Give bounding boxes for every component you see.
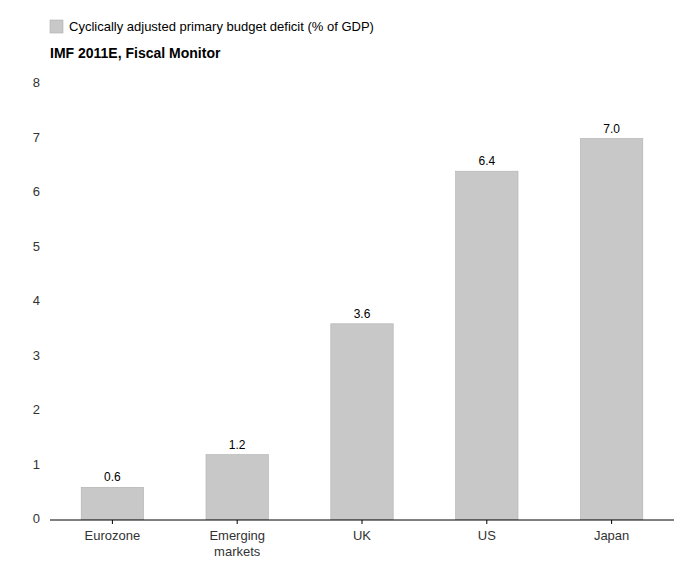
x-tick-label-line: UK [353,528,371,543]
y-tick-label: 3 [33,348,40,363]
y-tick-label: 8 [33,75,40,90]
y-tick-label: 0 [33,511,40,526]
bar [456,171,518,520]
data-label: 0.6 [104,470,121,484]
y-tick-label: 1 [33,457,40,472]
legend-label: Cyclically adjusted primary budget defic… [69,19,374,34]
y-tick-label: 7 [33,130,40,145]
y-tick-label: 2 [33,402,40,417]
x-tick [362,520,363,524]
x-tick-label: UK [353,528,371,543]
chart: 0 1 2 3 4 5 6 7 8 0.6 1.2 3.6 6.4 7.0 Eurozone Emerging… [0,0,694,584]
data-label: 3.6 [354,307,371,321]
x-tick [237,520,238,524]
y-tick-label: 6 [33,184,40,199]
x-tick-label: Japan [594,528,629,543]
legend-swatch [50,20,63,33]
bar [331,324,393,520]
bar [81,487,143,520]
bar [580,139,642,521]
legend: Cyclically adjusted primary budget defic… [50,19,374,34]
x-tick-label-line: Japan [594,528,629,543]
x-tick [611,520,612,524]
bar [206,455,268,520]
subtitle: IMF 2011E, Fiscal Monitor [50,45,221,61]
x-tick [486,520,487,524]
x-tick [112,520,113,524]
data-label: 1.2 [229,438,246,452]
y-tick-label: 5 [33,239,40,254]
x-tick-label-line: US [478,528,496,543]
bars [81,139,643,521]
x-tick-label-line: markets [214,544,261,559]
x-tick-label-line: Eurozone [85,528,141,543]
x-tick-label: US [478,528,496,543]
data-label: 7.0 [603,122,620,136]
data-label: 6.4 [478,154,495,168]
chart-container: 0 1 2 3 4 5 6 7 8 0.6 1.2 3.6 6.4 7.0 Eurozone Emerging… [0,0,694,584]
x-tick-label-line: Emerging [209,528,265,543]
x-tick-label: Emergingmarkets [209,528,265,559]
x-tick-label: Eurozone [85,528,141,543]
y-tick-label: 4 [33,293,40,308]
